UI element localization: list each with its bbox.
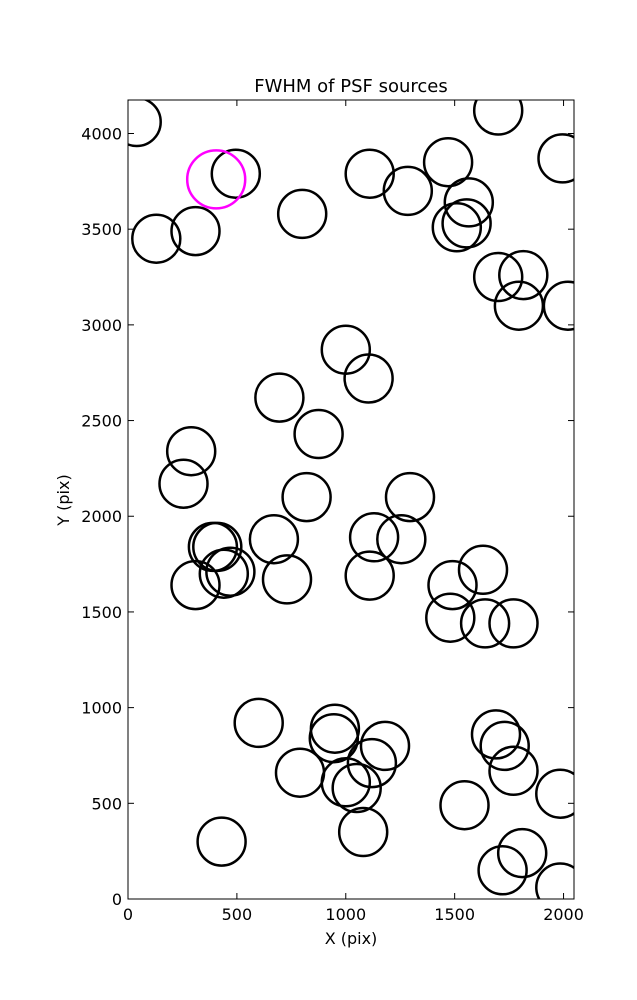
source-circle: [441, 198, 492, 249]
source-circle: [165, 425, 217, 477]
source-circle: [320, 324, 372, 375]
source-circle: [198, 548, 250, 599]
source-circle: [293, 408, 344, 460]
source-circle: [344, 148, 395, 199]
source-circle: [344, 550, 395, 601]
y-tick-label: 1000: [81, 699, 122, 718]
source-circle: [496, 827, 548, 879]
source-circle: [472, 100, 524, 136]
source-circle: [477, 845, 528, 896]
source-circle: [274, 747, 326, 798]
x-tick-label: 2000: [543, 905, 584, 924]
source-circle: [196, 816, 247, 867]
source-circle: [276, 188, 328, 240]
source-circle: [472, 251, 524, 303]
data-markers: [128, 100, 574, 899]
highlighted-source-circle: [185, 149, 247, 210]
source-circle: [337, 806, 389, 858]
x-tick-label: 1500: [434, 905, 475, 924]
source-circle: [170, 205, 221, 257]
source-circle: [170, 559, 221, 611]
source-circle: [309, 703, 361, 754]
source-circle: [535, 862, 574, 899]
y-tick-label: 3500: [81, 220, 122, 239]
x-tick-label: 0: [123, 905, 133, 924]
source-circle: [343, 353, 394, 404]
y-tick-label: 3000: [81, 316, 122, 335]
source-circle: [535, 768, 574, 819]
x-axis-label: X (pix): [325, 929, 378, 948]
source-circle: [346, 737, 398, 789]
source-circle: [422, 136, 474, 188]
source-circle: [376, 513, 427, 565]
y-tick-label: 1500: [81, 603, 122, 622]
y-tick-label: 2500: [81, 412, 122, 431]
source-circle: [254, 372, 305, 423]
source-circle: [261, 554, 313, 605]
source-circle: [331, 762, 382, 814]
source-circle: [439, 779, 490, 831]
source-circle: [459, 598, 511, 649]
source-circle: [537, 133, 574, 184]
source-circle: [498, 249, 549, 301]
source-circle: [425, 592, 476, 643]
source-circle: [431, 202, 483, 253]
source-circle: [248, 513, 300, 565]
source-circle: [470, 709, 522, 760]
x-tick-label: 1000: [325, 905, 366, 924]
x-tick-label: 500: [222, 905, 253, 924]
source-circle: [281, 471, 332, 523]
source-circle: [427, 559, 478, 611]
y-tick-label: 4000: [81, 124, 122, 143]
source-circle: [348, 512, 400, 563]
y-axis-label: Y (pix): [54, 474, 73, 526]
source-circle: [128, 100, 162, 148]
source-circle: [131, 213, 182, 264]
source-circle: [384, 471, 436, 523]
source-circle: [210, 148, 262, 199]
source-circle: [488, 745, 539, 797]
source-circle: [233, 697, 284, 749]
source-circle: [443, 177, 495, 228]
source-circle: [488, 598, 539, 649]
source-circle: [359, 720, 411, 772]
y-tick-label: 2000: [81, 507, 122, 526]
y-tick-label: 0: [112, 890, 122, 909]
source-circle: [382, 165, 434, 217]
source-circle: [542, 280, 574, 331]
chart-title: FWHM of PSF sources: [254, 76, 448, 97]
source-circle: [457, 544, 509, 596]
source-circle: [479, 720, 530, 772]
source-circle: [320, 757, 372, 808]
axis-ticks: 0 500 1000 1500 2000 0 500 1000 1500 2000 2500 3000…: [81, 100, 584, 924]
source-circle: [192, 521, 243, 573]
plot-frame: [127, 99, 575, 900]
source-circle: [158, 458, 209, 509]
y-tick-label: 500: [91, 794, 122, 813]
